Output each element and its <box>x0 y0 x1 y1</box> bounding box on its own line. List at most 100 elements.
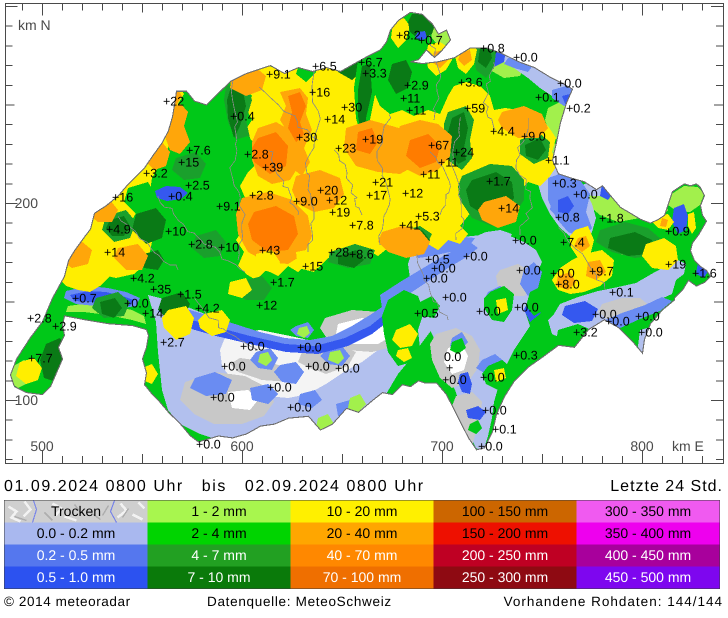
svg-text:+0.4: +0.4 <box>230 110 255 124</box>
svg-text:+12: +12 <box>326 194 347 208</box>
svg-text:+10: +10 <box>218 241 239 255</box>
svg-text:+0.5: +0.5 <box>425 253 450 267</box>
svg-text:4 - 7 mm: 4 - 7 mm <box>191 547 246 563</box>
svg-text:0.5 - 1.0 mm: 0.5 - 1.0 mm <box>37 569 116 585</box>
svg-text:+0.0: +0.0 <box>221 360 246 374</box>
svg-text:+0.0: +0.0 <box>196 438 221 452</box>
svg-text:+2.8: +2.8 <box>188 238 213 252</box>
svg-text:+1.7: +1.7 <box>270 276 295 290</box>
svg-text:+8.0: +8.0 <box>555 278 580 292</box>
svg-text:350 - 400 mm: 350 - 400 mm <box>605 525 691 541</box>
svg-text:+2.5: +2.5 <box>185 179 210 193</box>
svg-text:+7.6: +7.6 <box>186 144 211 158</box>
svg-text:+0.0: +0.0 <box>297 341 322 355</box>
svg-text:+16: +16 <box>309 86 330 100</box>
svg-text:+14: +14 <box>142 307 163 321</box>
svg-text:+0.1: +0.1 <box>535 91 560 105</box>
svg-text:10 - 20 mm: 10 - 20 mm <box>327 503 398 519</box>
svg-text:0.0: 0.0 <box>444 350 461 364</box>
svg-text:+0.0: +0.0 <box>478 440 503 454</box>
svg-text:+1.7: +1.7 <box>486 175 511 189</box>
svg-text:0.2 - 0.5 mm: 0.2 - 0.5 mm <box>37 547 116 563</box>
svg-text:+12: +12 <box>402 187 423 201</box>
svg-text:+9.0: +9.0 <box>521 130 546 144</box>
svg-text:+0.0: +0.0 <box>514 301 539 315</box>
svg-text:km N: km N <box>18 17 51 33</box>
svg-text:100: 100 <box>15 392 39 408</box>
svg-text:+41: +41 <box>399 219 420 233</box>
svg-text:+11: +11 <box>420 168 440 182</box>
svg-text:+0.8: +0.8 <box>480 42 505 56</box>
svg-text:+9.7: +9.7 <box>589 265 614 279</box>
svg-text:150 - 200 mm: 150 - 200 mm <box>462 525 548 541</box>
svg-text:+3.2: +3.2 <box>573 326 598 340</box>
svg-text:+0.0: +0.0 <box>124 297 149 311</box>
svg-text:+0.0: +0.0 <box>512 234 537 248</box>
svg-text:+0.0: +0.0 <box>335 362 360 376</box>
svg-text:+3.3: +3.3 <box>362 67 387 81</box>
svg-text:+9.1: +9.1 <box>266 68 291 82</box>
svg-text:+8.6: +8.6 <box>349 248 374 262</box>
svg-text:+17: +17 <box>366 189 387 203</box>
svg-text:+0.0: +0.0 <box>557 77 582 91</box>
svg-text:+24: +24 <box>453 146 474 160</box>
svg-text:100 - 150 mm: 100 - 150 mm <box>462 503 548 519</box>
svg-text:+0.0: +0.0 <box>431 262 456 276</box>
svg-text:+10: +10 <box>165 225 186 239</box>
svg-text:+2.9: +2.9 <box>404 79 429 93</box>
svg-text:+0.7: +0.7 <box>72 292 97 306</box>
svg-text:+11: +11 <box>438 156 458 170</box>
svg-text:+0.0: +0.0 <box>513 51 538 65</box>
svg-text:+28: +28 <box>328 246 349 260</box>
svg-text:800: 800 <box>630 438 654 454</box>
svg-text:+30: +30 <box>296 131 317 145</box>
svg-text:40 - 70 mm: 40 - 70 mm <box>327 547 398 563</box>
svg-text:+15: +15 <box>302 260 323 274</box>
svg-text:01.09.2024 0800 Uhr bis 02: 01.09.2024 0800 Uhr bis 02.09.2024 0800 … <box>4 478 425 495</box>
svg-text:+7.4: +7.4 <box>560 236 585 250</box>
svg-text:+4.9: +4.9 <box>106 223 131 237</box>
svg-text:+2.8: +2.8 <box>249 189 274 203</box>
svg-text:200: 200 <box>15 195 39 211</box>
svg-text:+20: +20 <box>317 184 338 198</box>
svg-text:© 2014 meteoradar: © 2014 meteoradar <box>4 594 131 609</box>
svg-text:+0.3: +0.3 <box>552 177 577 191</box>
svg-text:+0.0: +0.0 <box>476 305 501 319</box>
svg-text:+2.9: +2.9 <box>52 320 77 334</box>
svg-text:7 - 10 mm: 7 - 10 mm <box>187 569 250 585</box>
svg-text:500: 500 <box>30 438 54 454</box>
svg-text:+0.0: +0.0 <box>573 188 598 202</box>
svg-text:250 - 300 mm: 250 - 300 mm <box>462 569 548 585</box>
svg-text:+14: +14 <box>498 202 519 216</box>
svg-text:+0.0: +0.0 <box>442 291 467 305</box>
svg-text:+0.3: +0.3 <box>513 349 538 363</box>
svg-text:+0.1: +0.1 <box>609 286 634 300</box>
svg-text:+0.1: +0.1 <box>492 423 517 437</box>
svg-text:+0.4: +0.4 <box>168 190 193 204</box>
svg-text:+39: +39 <box>262 161 283 175</box>
svg-text:+0.0: +0.0 <box>605 315 630 329</box>
svg-text:+0.8: +0.8 <box>555 211 580 225</box>
svg-text:+0.7: +0.7 <box>418 34 443 48</box>
svg-text:20 - 40 mm: 20 - 40 mm <box>327 525 398 541</box>
svg-text:+0.0: +0.0 <box>463 250 488 264</box>
svg-text:+0.0: +0.0 <box>482 404 507 418</box>
svg-text:+0.0: +0.0 <box>267 381 292 395</box>
svg-text:Vorhandene Rohdaten: 144/144: Vorhandene Rohdaten: 144/144 <box>504 594 723 609</box>
svg-text:+30: +30 <box>341 101 362 115</box>
svg-text:+0.0: +0.0 <box>638 326 663 340</box>
svg-text:+1.6: +1.6 <box>692 267 717 281</box>
svg-text:+: + <box>446 361 453 375</box>
svg-text:+3.2: +3.2 <box>143 167 168 181</box>
svg-text:600: 600 <box>230 438 254 454</box>
svg-text:km E: km E <box>672 438 704 454</box>
svg-text:+0.2: +0.2 <box>566 102 591 116</box>
svg-text:+0.0: +0.0 <box>210 391 235 405</box>
svg-text:+35: +35 <box>150 283 171 297</box>
svg-text:+0.0: +0.0 <box>516 264 541 278</box>
svg-text:2 - 4 mm: 2 - 4 mm <box>191 525 246 541</box>
svg-text:+19: +19 <box>362 133 383 147</box>
svg-text:1 - 2 mm: 1 - 2 mm <box>191 503 246 519</box>
svg-text:700: 700 <box>430 438 454 454</box>
svg-text:+2.7: +2.7 <box>160 336 185 350</box>
